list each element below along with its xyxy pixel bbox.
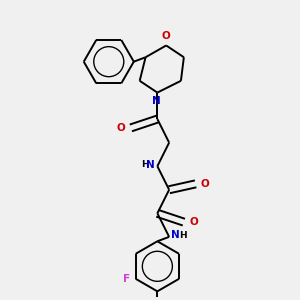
Text: H: H (142, 160, 149, 169)
Text: H: H (179, 231, 187, 240)
Text: O: O (117, 123, 126, 133)
Text: F: F (123, 274, 130, 284)
Text: O: O (162, 31, 171, 41)
Text: O: O (189, 217, 198, 227)
Text: N: N (152, 95, 160, 106)
Text: O: O (201, 179, 210, 189)
Text: N: N (146, 160, 155, 170)
Text: N: N (172, 230, 180, 240)
